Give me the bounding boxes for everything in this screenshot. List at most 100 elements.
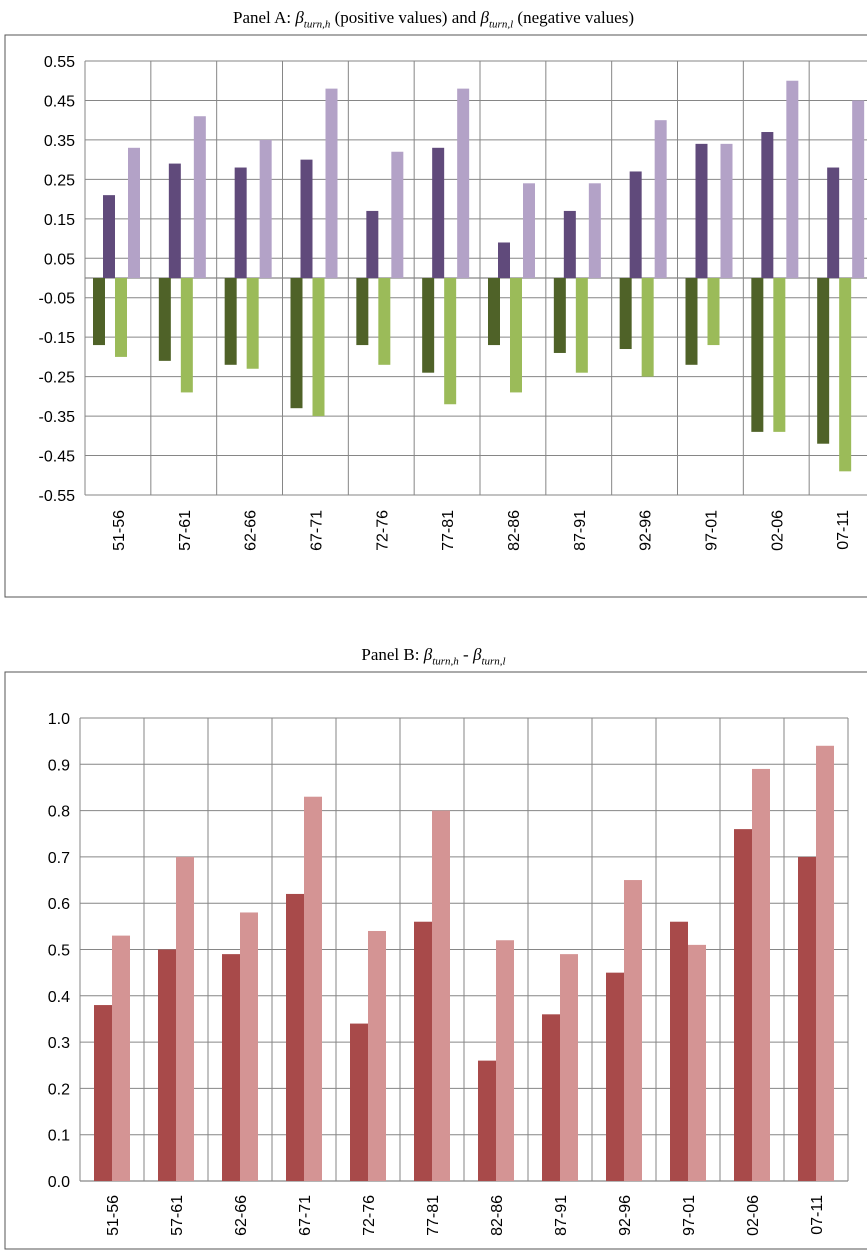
y-tick-label: 0.8: [48, 804, 70, 821]
y-tick-label: 0.25: [44, 172, 75, 189]
bar-s1-72-76: [350, 1023, 368, 1181]
y-tick-label: -0.05: [39, 291, 76, 308]
bar-s3-82-86: [498, 242, 510, 278]
y-tick-label: -0.35: [39, 409, 76, 426]
x-tick-label: 87-91: [553, 1195, 570, 1236]
chart-frame: [4, 34, 867, 598]
y-tick-label: 0.3: [48, 1035, 70, 1052]
bar-s2-57-61: [176, 856, 194, 1181]
bar-s1-51-56: [94, 1005, 112, 1181]
bar-s2-97-01: [707, 278, 720, 346]
x-tick-label: 92-96: [638, 510, 655, 551]
bar-s2-02-06: [773, 278, 786, 432]
bar-s2-07-11: [816, 745, 834, 1181]
bar-s1-92-96: [606, 972, 624, 1181]
bar-s1-97-01: [685, 278, 698, 365]
bar-s4-82-86: [523, 183, 535, 278]
bar-s3-72-76: [366, 210, 379, 278]
bar-s2-07-11: [839, 278, 852, 472]
bar-s2-62-66: [246, 278, 259, 369]
bar-s2-82-86: [496, 940, 514, 1181]
x-tick-label: 57-61: [177, 510, 194, 551]
x-tick-label: 67-71: [308, 510, 325, 551]
bar-s4-77-81: [457, 88, 470, 278]
bar-s2-62-66: [240, 912, 258, 1181]
bar-s1-62-66: [222, 954, 240, 1181]
bar-s4-67-71: [325, 88, 338, 278]
bar-s2-72-76: [368, 930, 386, 1181]
y-tick-label: 0.05: [44, 251, 75, 268]
y-tick-label: 0.5: [48, 943, 70, 960]
bar-s3-67-71: [300, 159, 313, 278]
bar-s2-92-96: [641, 278, 654, 377]
y-tick-label: 0.35: [44, 133, 75, 150]
bar-s1-07-11: [798, 856, 816, 1181]
y-tick-label: 0.9: [48, 757, 70, 774]
bar-s2-72-76: [378, 278, 391, 365]
x-tick-label: 57-61: [169, 1195, 186, 1236]
bar-s1-82-86: [478, 1060, 496, 1181]
bar-s3-51-56: [103, 195, 115, 278]
bar-s4-57-61: [193, 116, 206, 279]
y-tick-label: 0.1: [48, 1128, 70, 1145]
y-tick-label: -0.55: [39, 488, 76, 505]
x-tick-label: 51-56: [105, 1195, 122, 1236]
bar-s2-57-61: [180, 278, 193, 393]
x-tick-label: 51-56: [111, 510, 128, 551]
bar-s4-51-56: [128, 147, 140, 278]
bar-s2-77-81: [444, 278, 457, 405]
bar-s4-62-66: [259, 139, 272, 278]
panel-a-chart: 0.55 0.45 0.35 0.25 0.15 0.05 -0.05 -0.15 -0.25 -…: [4, 34, 867, 598]
y-tick-label: 0.15: [44, 212, 75, 229]
bar-s2-97-01: [688, 944, 706, 1181]
x-tick-label: 67-71: [297, 1195, 314, 1236]
x-tick-label: 77-81: [425, 1195, 442, 1236]
y-tick-label: 0.4: [48, 989, 70, 1006]
y-tick-label: 0.55: [44, 54, 75, 71]
bar-s4-92-96: [654, 120, 667, 278]
bar-s1-57-61: [158, 949, 176, 1181]
y-tick-label: -0.45: [39, 449, 76, 466]
bar-s2-87-91: [575, 278, 588, 373]
x-tick-label: 77-81: [440, 510, 457, 551]
bar-s1-02-06: [751, 278, 764, 432]
bar-s1-77-81: [414, 921, 432, 1181]
bar-s1-07-11: [817, 278, 830, 444]
y-tick-label: 0.7: [48, 850, 70, 867]
bar-s2-87-91: [560, 954, 578, 1181]
y-tick-label: 0.2: [48, 1081, 70, 1098]
panel-b-title: Panel B: βturn,h - βturn,l: [361, 645, 506, 668]
bar-s3-77-81: [432, 147, 445, 278]
bar-s2-67-71: [312, 278, 325, 417]
bar-s2-77-81: [432, 810, 450, 1181]
x-tick-label: 87-91: [572, 510, 589, 551]
x-tick-label: 02-06: [769, 510, 786, 551]
bar-s1-72-76: [356, 278, 369, 346]
bar-s1-02-06: [734, 829, 752, 1181]
y-tick-label: 0.45: [44, 93, 75, 110]
bar-s3-62-66: [234, 167, 247, 278]
x-tick-label: 07-11: [809, 1195, 826, 1235]
bar-s2-51-56: [112, 935, 130, 1181]
x-tick-label: 82-86: [489, 1195, 506, 1236]
bar-s1-97-01: [670, 921, 688, 1181]
bar-s4-72-76: [391, 151, 404, 278]
bar-s1-67-71: [286, 893, 304, 1181]
bar-s4-02-06: [786, 80, 799, 279]
bar-s4-97-01: [720, 143, 733, 278]
x-tick-label: 82-86: [506, 510, 523, 551]
bar-s3-97-01: [695, 143, 708, 278]
bar-s1-92-96: [619, 278, 632, 350]
bar-s1-51-56: [93, 278, 105, 346]
bar-s1-62-66: [224, 278, 237, 365]
y-tick-label: 1.0: [48, 711, 70, 728]
bar-s1-77-81: [422, 278, 435, 373]
bar-s2-67-71: [304, 796, 322, 1181]
x-tick-label: 02-06: [745, 1195, 762, 1236]
x-tick-label: 62-66: [233, 1195, 250, 1236]
bar-s2-92-96: [624, 880, 642, 1181]
x-tick-label: 97-01: [681, 1195, 698, 1236]
x-tick-label: 07-11: [835, 510, 852, 550]
y-tick-label: -0.15: [39, 330, 76, 347]
